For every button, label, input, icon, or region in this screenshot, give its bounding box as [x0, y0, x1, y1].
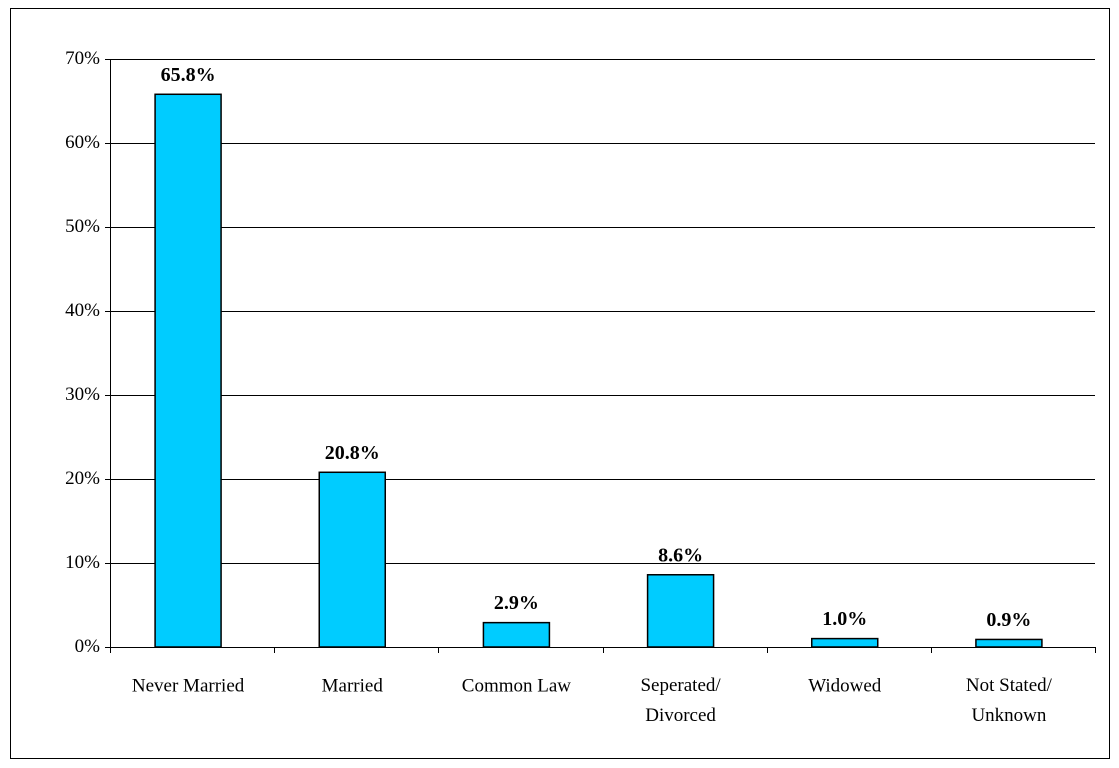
- x-tick-label: Never Married: [132, 675, 245, 696]
- y-tick-label: 60%: [65, 132, 100, 153]
- bar: [154, 93, 222, 648]
- x-tick-label: Married: [322, 675, 384, 696]
- x-tick-label: Common Law: [462, 675, 572, 696]
- data-label: 1.0%: [822, 608, 867, 630]
- y-tick-label: 10%: [65, 552, 100, 573]
- bar: [811, 637, 879, 648]
- y-tick-label: 40%: [65, 300, 100, 321]
- y-tick-label: 20%: [65, 468, 100, 489]
- bar: [975, 638, 1043, 648]
- y-tick-label: 50%: [65, 216, 100, 237]
- data-label: 8.6%: [658, 544, 703, 566]
- x-tick-label: Seperated/Divorced: [640, 675, 721, 726]
- x-tick-label: Not Stated/Unknown: [966, 675, 1053, 726]
- y-tick-label: 70%: [65, 48, 100, 69]
- data-label: 65.8%: [161, 64, 216, 86]
- bar: [318, 471, 386, 648]
- x-tick-label: Widowed: [808, 675, 882, 696]
- data-label: 2.9%: [494, 592, 539, 614]
- data-label: 20.8%: [325, 442, 380, 464]
- y-tick-label: 0%: [75, 636, 101, 657]
- bar: [482, 621, 551, 648]
- y-tick-label: 30%: [65, 384, 100, 405]
- data-label: 0.9%: [986, 609, 1031, 631]
- bar: [646, 574, 715, 648]
